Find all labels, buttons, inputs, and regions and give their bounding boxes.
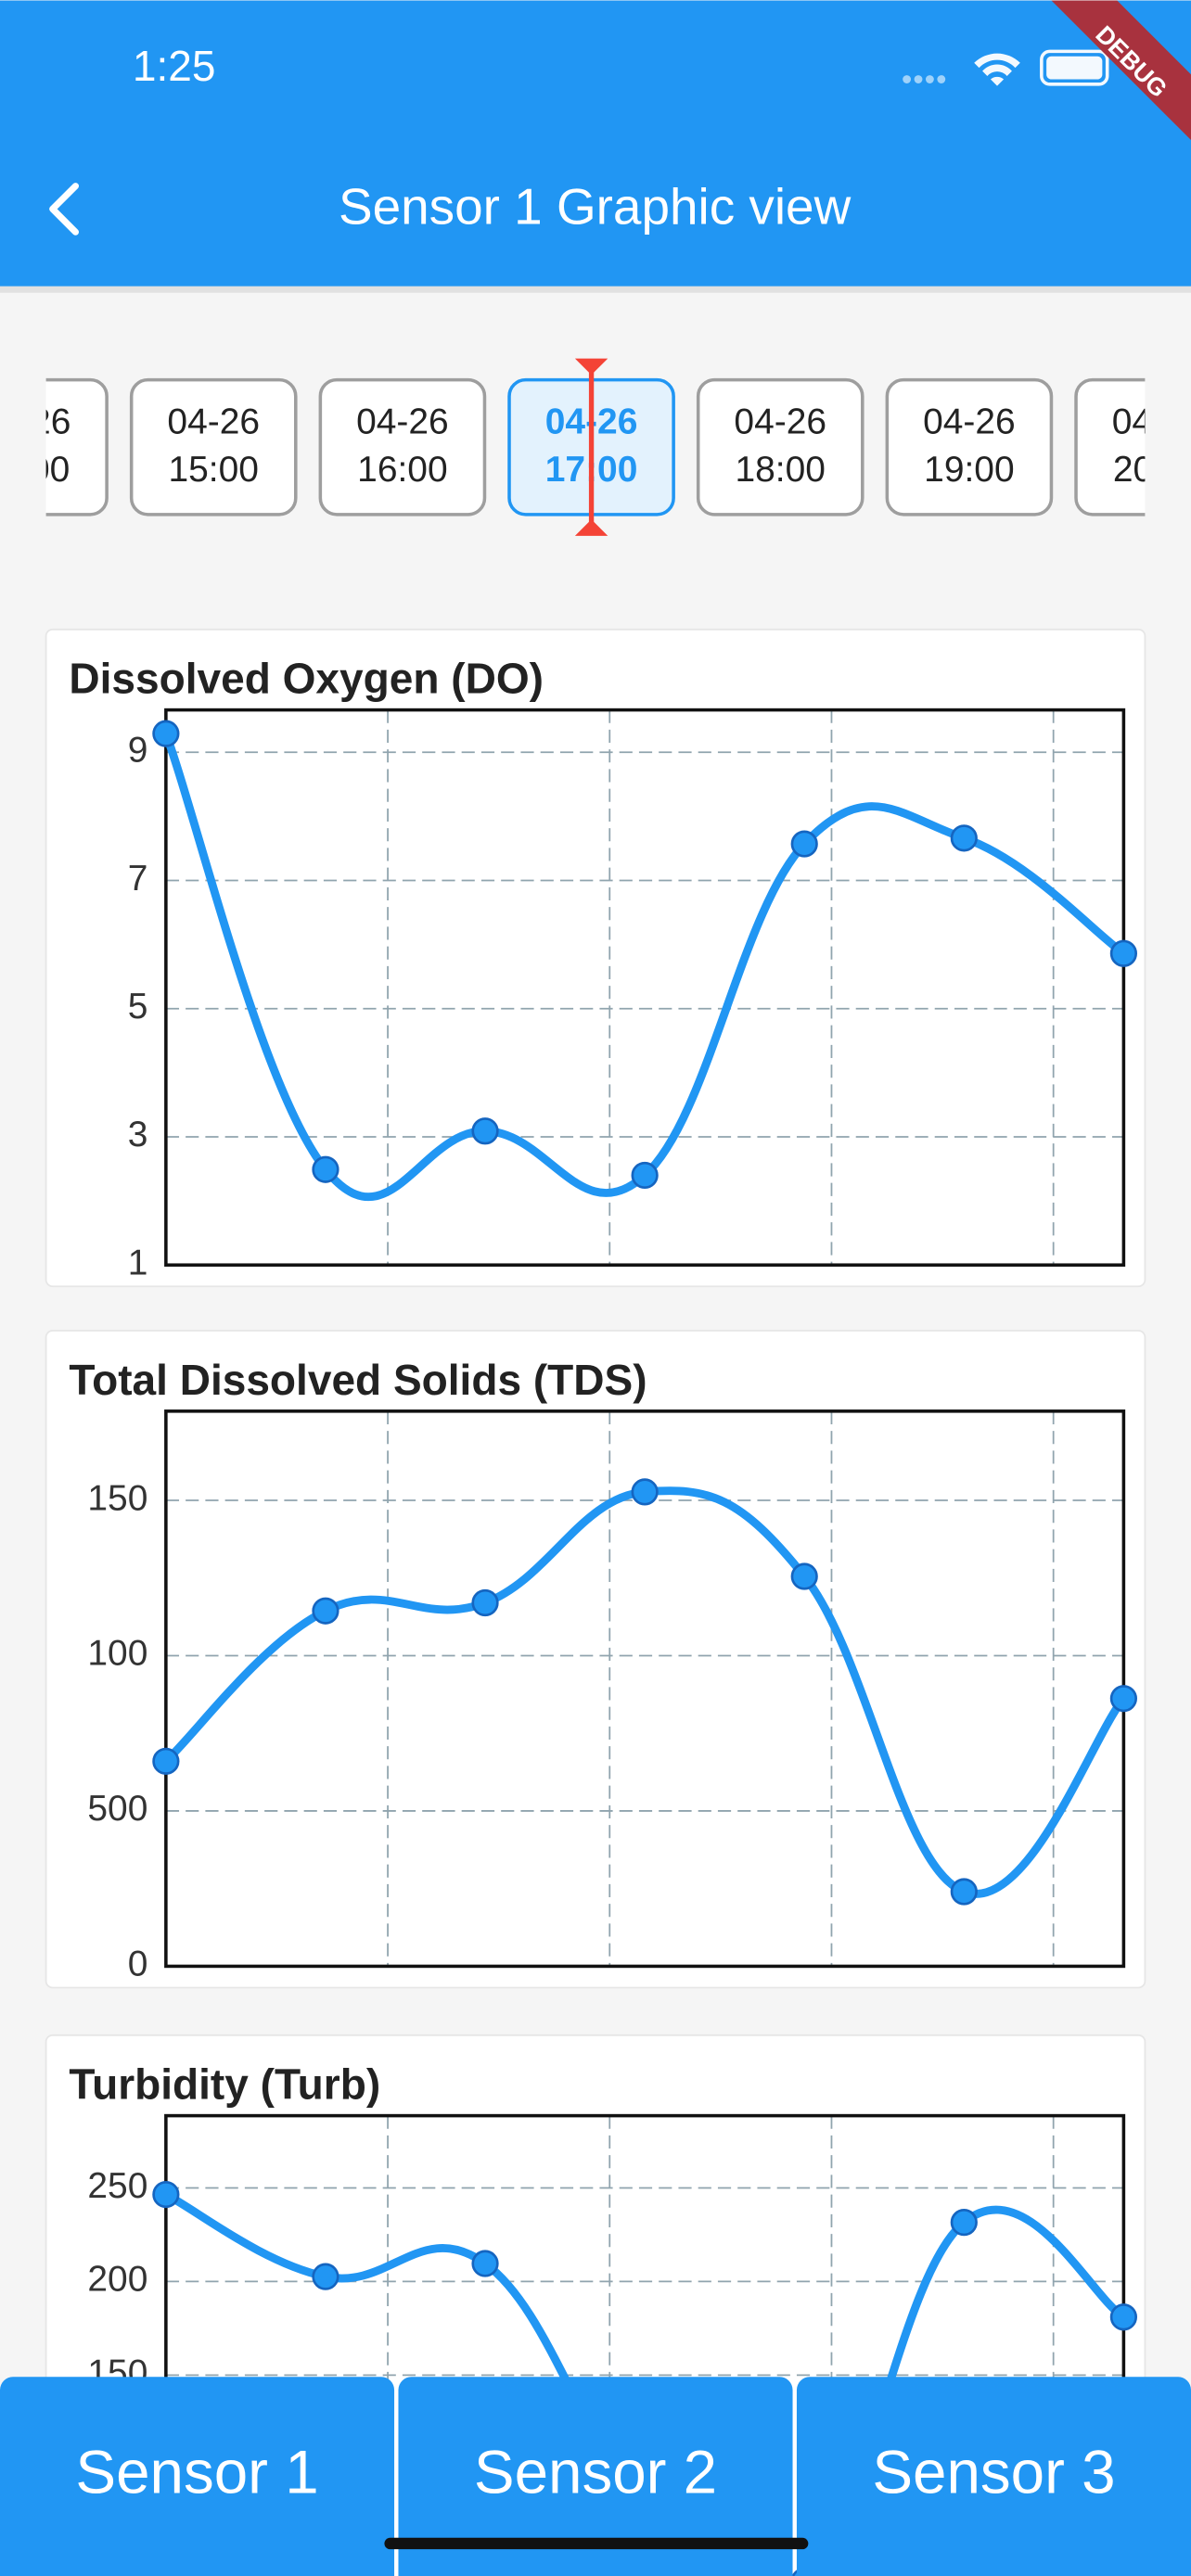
chart-title: Dissolved Oxygen (DO) (69, 655, 544, 703)
app-title: Sensor 1 Graphic view (339, 178, 852, 236)
charts: Dissolved Oxygen (DO) 1 3 5 7 9 Total Dissolve… (45, 628, 1146, 2576)
home-indicator (384, 2537, 809, 2550)
y-tick-label: 150 (87, 1478, 147, 1518)
chart-card: Total Dissolved Solids (TDS) 0 500 100 150 (45, 1330, 1146, 1989)
y-tick-label: 200 (87, 2260, 147, 2300)
y-tick-label: 1 (128, 1243, 148, 1283)
data-point (1109, 939, 1137, 967)
tab-button-bg (796, 2377, 1191, 2576)
data-point (152, 720, 180, 747)
time-chip-box (1074, 377, 1146, 516)
y-tick-label: 250 (87, 2166, 147, 2206)
time-chip-box (885, 377, 1054, 516)
tab-button-bg (0, 2377, 395, 2576)
time-chip-time: 15:00 (168, 450, 258, 490)
y-tick-label: 500 (87, 1789, 147, 1829)
time-chip-date: 04-26 (0, 402, 70, 442)
y-tick-label: 5 (128, 987, 148, 1027)
y-tick-label: 9 (128, 731, 148, 771)
chart-card: Dissolved Oxygen (DO) 1 3 5 7 9 (45, 628, 1146, 1288)
tab-button[interactable]: Sensor 2 (398, 2377, 793, 2576)
card (45, 1330, 1146, 1989)
tab-button-label: Sensor 1 (75, 2439, 318, 2506)
time-chip-time: 19:00 (924, 450, 1014, 490)
time-chip-box (129, 377, 298, 516)
time-chip[interactable]: 04-26 16:00 (318, 377, 487, 516)
tab-button-label: Sensor 2 (474, 2439, 717, 2506)
y-tick-label: 100 (87, 1634, 147, 1674)
time-chip-time: 20:00 (1113, 450, 1191, 490)
bottom-tabs: Sensor 1 Sensor 2 Sensor 3 (0, 2377, 1191, 2576)
data-point (1109, 1685, 1137, 1713)
data-point (631, 1161, 659, 1190)
tab-button-bg (398, 2377, 793, 2576)
data-point (152, 2180, 180, 2209)
data-point (471, 2250, 499, 2277)
time-chip[interactable]: 04-26 15:00 (129, 377, 298, 516)
chart-title: Total Dissolved Solids (TDS) (69, 1356, 647, 1404)
time-chip-time: 16:00 (357, 450, 447, 490)
time-chip-box (318, 377, 487, 516)
data-point (950, 1878, 978, 1906)
data-point (631, 1478, 659, 1506)
time-chip-box (45, 377, 109, 516)
plot-border (164, 708, 1126, 1267)
time-chip[interactable]: 04-26 19:00 (885, 377, 1054, 516)
time-chip-date: 04-26 (734, 402, 826, 442)
card (45, 628, 1146, 1288)
time-chip-box (696, 377, 864, 516)
data-point (312, 1597, 339, 1625)
selection-marker-top (574, 358, 608, 376)
time-chip[interactable]: 04-26 14:00 (0, 377, 109, 516)
data-point (790, 1562, 818, 1590)
data-point (312, 2263, 339, 2290)
tab-button[interactable]: Sensor 1 (0, 2377, 395, 2576)
y-tick-label: 3 (128, 1115, 148, 1154)
data-point (471, 1117, 499, 1145)
data-point (152, 1747, 180, 1775)
app-bar (0, 0, 1191, 287)
data-point (950, 824, 978, 852)
time-chip-time: 18:00 (735, 450, 825, 490)
selection-marker-bottom (574, 519, 608, 536)
time-chip-time: 14:00 (0, 450, 70, 490)
y-tick-label: 7 (128, 859, 148, 899)
app-bar-shadow (0, 286, 1191, 293)
data-line (161, 729, 1128, 1201)
data-point (950, 2209, 978, 2237)
data-point (790, 830, 818, 858)
time-chip-date: 04-26 (356, 402, 449, 442)
chart-title: Turbidity (Turb) (69, 2060, 380, 2109)
time-chip[interactable]: 04-26 20:00 (1074, 377, 1191, 516)
y-tick-label: 0 (128, 1945, 148, 1984)
time-chip-date: 04-26 (167, 402, 260, 442)
status-time: 1:25 (133, 42, 216, 90)
time-selector: 04-2614:0004-2615:0004-2616:0004-2617:00… (0, 358, 1191, 536)
time-chip[interactable]: 04-26 18:00 (696, 377, 864, 516)
data-point (1109, 2303, 1137, 2331)
tab-button[interactable]: Sensor 3 (796, 2377, 1191, 2576)
status-icons (903, 49, 1109, 86)
data-point (312, 1155, 339, 1183)
back-button[interactable] (49, 183, 80, 236)
time-chip-date: 04-26 (1112, 402, 1191, 442)
time-chip-date: 04-26 (923, 402, 1016, 442)
tab-button-label: Sensor 3 (872, 2439, 1115, 2506)
data-point (471, 1588, 499, 1617)
